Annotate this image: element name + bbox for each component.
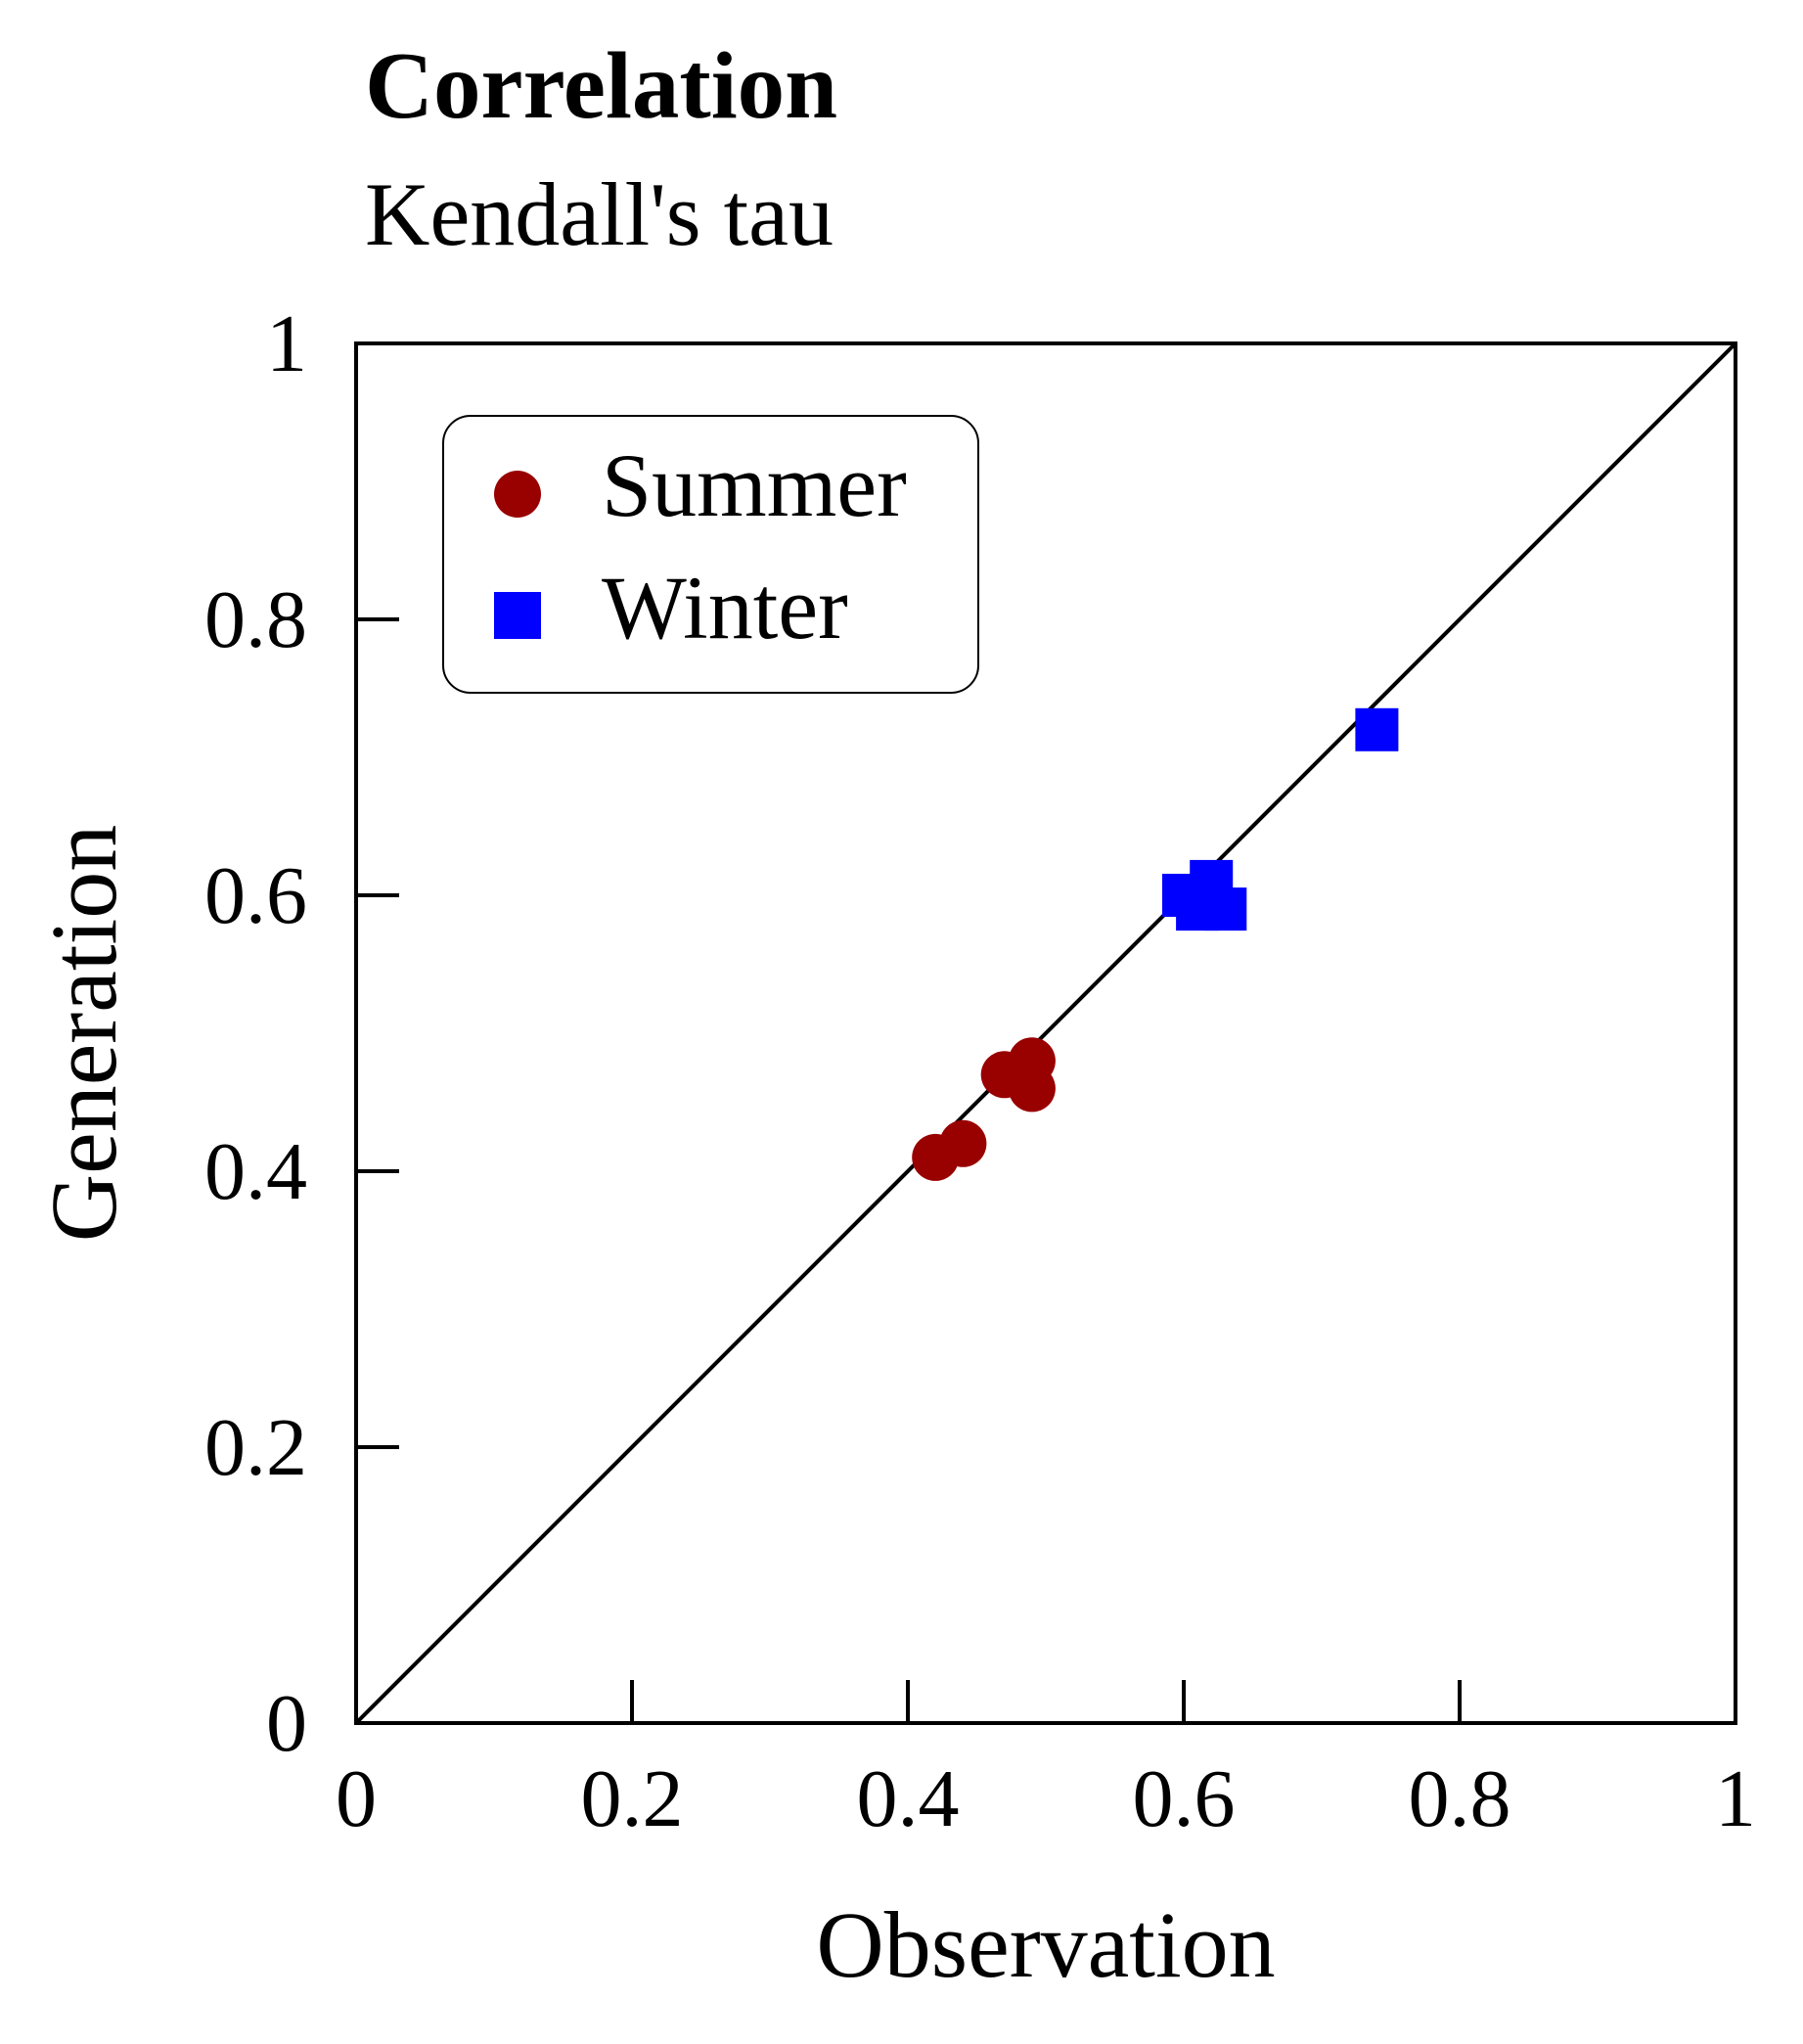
summer-point [939,1119,987,1167]
data-points [912,707,1399,1181]
x-tick-label: 0.6 [1133,1753,1236,1844]
axis-ticks [356,617,1462,1723]
x-tick-label: 0 [336,1753,377,1844]
identity-line [354,341,1737,1725]
legend-winter-label: Winter [602,558,848,658]
x-tick-label: 1 [1715,1753,1756,1844]
legend-winter-marker [494,592,541,639]
winter-point [1203,887,1247,931]
legend-box [442,415,979,694]
x-axis-label: Observation [816,1892,1275,1997]
x-tick-label: 0.2 [581,1753,684,1844]
y-tick-label: 0.8 [204,574,307,665]
y-tick-label: 0 [266,1678,307,1769]
legend-summer-label: Summer [602,435,907,535]
y-tick-label: 0.2 [204,1402,307,1493]
y-tick-label: 0.4 [204,1126,307,1217]
x-tick-label: 0.4 [857,1753,960,1844]
y-axis-label: Generation [31,825,136,1242]
y-tick-label: 1 [266,298,307,389]
y-tick-label: 0.6 [204,850,307,941]
summer-point [1008,1065,1056,1113]
chart-title: Correlation [365,33,837,138]
chart-subtitle: Kendall's tau [365,164,834,264]
legend-summer-marker [494,471,541,518]
plot-frame [354,341,1737,1725]
legend: Summer Winter [442,415,979,694]
axis-tick-labels: 0 0.2 0.4 0.6 0.8 1 0 0.2 0.4 0.6 0.8 1 [204,298,1756,1844]
x-tick-label: 0.8 [1409,1753,1511,1844]
winter-point [1355,707,1399,751]
